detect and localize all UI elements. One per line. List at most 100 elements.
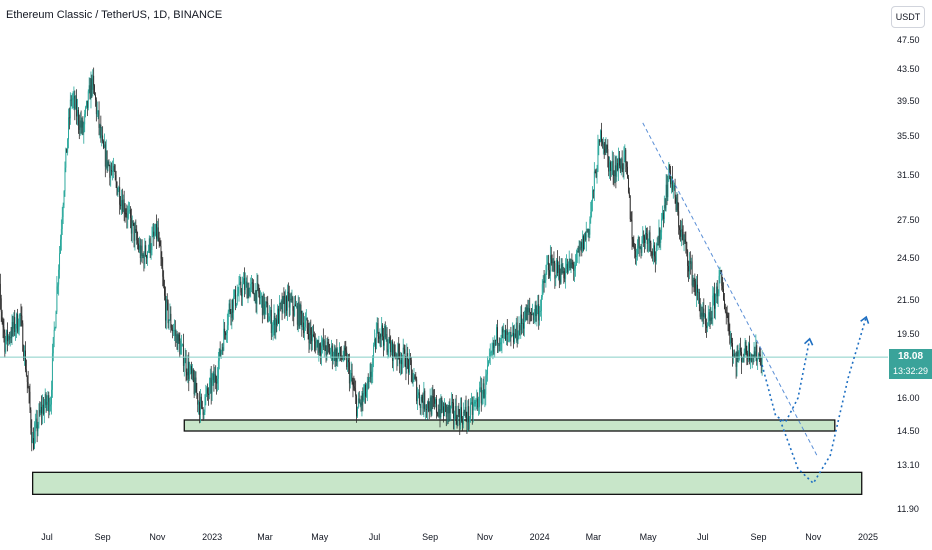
candle-body (537, 304, 539, 309)
candle-body (262, 293, 264, 316)
candle-body (372, 358, 374, 372)
candle-body (64, 167, 66, 192)
candle-body (31, 427, 33, 443)
candle-body (260, 296, 262, 298)
candle-body (32, 438, 34, 443)
candle-body (155, 224, 157, 236)
candle-body (36, 418, 38, 432)
candle-body (382, 325, 384, 337)
candle-body (741, 357, 743, 363)
candle-body (748, 343, 750, 360)
candle-body (600, 130, 602, 142)
candle-body (120, 204, 122, 207)
candle-body (750, 356, 752, 362)
candle-body (103, 144, 105, 148)
candle-body (629, 195, 631, 220)
candle-body (105, 150, 107, 167)
candle-body (573, 265, 575, 271)
candle-body (645, 232, 647, 234)
candle-body (504, 330, 506, 332)
last-price-value: 18.08 (897, 351, 924, 362)
candle-body (505, 330, 506, 341)
bar-countdown: 13:32:29 (892, 366, 929, 376)
candle-body (254, 290, 256, 301)
candle-body (691, 261, 693, 286)
candle-body (206, 388, 208, 394)
price-tick-label: 24.50 (897, 253, 920, 263)
candle-body (567, 262, 569, 273)
candle-body (221, 347, 223, 351)
candle-body (379, 333, 381, 339)
candle-body (141, 245, 143, 256)
candle-body (360, 402, 362, 406)
candle-body (356, 395, 358, 417)
candle-body (580, 242, 582, 249)
candle-body (80, 120, 82, 128)
candle-body (610, 167, 612, 171)
candle-body (333, 349, 335, 358)
candle-body (203, 412, 205, 415)
candle-body (211, 379, 213, 394)
candle-body (158, 239, 160, 242)
candle-body (591, 201, 593, 213)
candle-body (102, 135, 104, 142)
candle-body (391, 341, 393, 353)
candle-body (256, 282, 258, 304)
candle-body (234, 289, 235, 297)
candle-body (29, 391, 31, 410)
candle-body (627, 166, 628, 178)
candle-body (279, 303, 281, 305)
candle-body (196, 392, 198, 394)
candle-body (260, 297, 261, 299)
price-tick-label: 35.50 (897, 131, 920, 141)
candle-body (267, 303, 269, 322)
candle-body (336, 348, 338, 362)
candle-body (290, 298, 292, 301)
candle-body (112, 165, 114, 172)
candle-body (738, 354, 740, 360)
candle-body (176, 334, 178, 350)
candle-body (528, 308, 530, 313)
price-axis-unit[interactable]: USDT (891, 6, 925, 28)
candle-body (310, 327, 312, 335)
candle-body (225, 332, 227, 336)
candle-body (367, 381, 369, 383)
candle-body (61, 216, 63, 229)
candle-body (639, 247, 641, 249)
candle-body (491, 351, 493, 353)
candle-body (294, 304, 296, 316)
candle-body (565, 269, 567, 279)
candle-body (285, 296, 287, 314)
candle-body (563, 271, 565, 279)
candle-body (722, 285, 724, 289)
candle-body (433, 397, 435, 399)
candle-body (658, 227, 660, 245)
candle-body (453, 402, 454, 419)
candle-body (348, 359, 349, 363)
candle-body (519, 325, 521, 331)
candle-body (671, 176, 673, 190)
candle-body (231, 299, 233, 318)
candle-body (496, 327, 497, 341)
candle-body (549, 270, 550, 276)
support-zone (31, 471, 863, 495)
candle-body (129, 209, 131, 218)
candle-body (715, 293, 716, 309)
candle-body (227, 311, 229, 326)
candle-body (38, 409, 40, 425)
candle-body (458, 409, 460, 414)
candle-body (66, 148, 68, 153)
candle-body (615, 165, 617, 177)
candle-body (159, 241, 161, 247)
candle-body (252, 282, 253, 284)
candle-body (95, 94, 96, 100)
candle-body (494, 340, 496, 348)
candle-body (501, 328, 503, 343)
price-tick-label: 11.90 (897, 504, 919, 514)
candle-body (657, 243, 659, 245)
candle-body (550, 255, 552, 260)
candle-body (619, 165, 621, 172)
candle-body (557, 260, 558, 273)
candle-body (712, 295, 714, 319)
